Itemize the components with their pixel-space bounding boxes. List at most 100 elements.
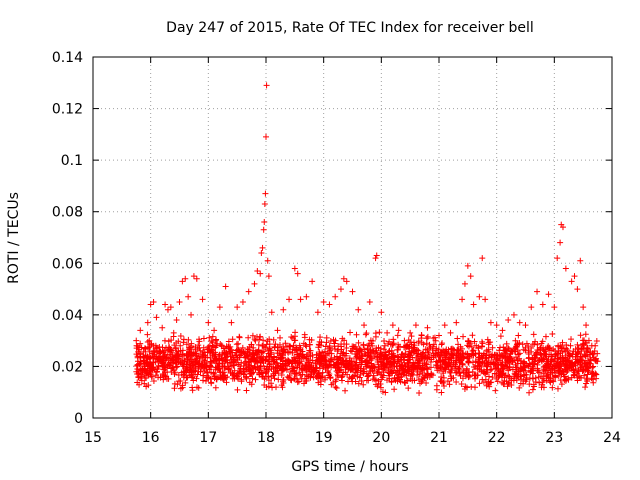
roti-point xyxy=(180,339,187,346)
roti-peak-point xyxy=(522,322,529,329)
roti-point xyxy=(408,333,415,340)
roti-peak-point xyxy=(516,319,523,326)
roti-point xyxy=(187,344,194,351)
roti-point xyxy=(469,332,476,339)
roti-point xyxy=(169,365,176,372)
roti-point xyxy=(241,360,248,367)
roti-point xyxy=(391,386,398,393)
roti-point xyxy=(575,373,582,380)
roti-point xyxy=(457,357,464,364)
roti-point xyxy=(353,353,360,360)
roti-point xyxy=(365,377,372,384)
roti-peak-point xyxy=(539,301,546,308)
roti-point xyxy=(326,371,333,378)
roti-point xyxy=(377,358,384,365)
roti-point xyxy=(196,338,203,345)
roti-point xyxy=(589,376,596,383)
roti-point xyxy=(508,381,515,388)
roti-point xyxy=(338,346,345,353)
roti-point xyxy=(252,366,259,373)
roti-point xyxy=(530,383,537,390)
roti-peak-point xyxy=(528,304,535,311)
roti-peak-point xyxy=(395,327,402,334)
roti-point xyxy=(303,353,310,360)
roti-point xyxy=(185,366,192,373)
roti-peak-point xyxy=(580,304,587,311)
roti-point xyxy=(407,376,414,383)
roti-point xyxy=(419,353,426,360)
roti-point xyxy=(265,377,272,384)
roti-peak-point xyxy=(577,257,584,264)
roti-point xyxy=(359,368,366,375)
roti-point xyxy=(189,362,196,369)
roti-point xyxy=(447,346,454,353)
roti-point xyxy=(205,346,212,353)
roti-point xyxy=(468,343,475,350)
roti-point xyxy=(293,345,300,352)
roti-peak-point xyxy=(176,298,183,305)
roti-point xyxy=(209,339,216,346)
roti-point xyxy=(165,375,172,382)
roti-point xyxy=(563,341,570,348)
roti-peak-point xyxy=(268,309,275,316)
chart-title: Day 247 of 2015, Rate Of TEC Index for r… xyxy=(166,20,534,36)
roti-point xyxy=(299,348,306,355)
roti-point xyxy=(440,370,447,377)
roti-peak-point xyxy=(499,327,506,334)
roti-point xyxy=(263,366,270,373)
roti-point xyxy=(580,340,587,347)
roti-point xyxy=(557,377,564,384)
roti-point xyxy=(567,353,574,360)
roti-point xyxy=(437,363,444,370)
roti-point xyxy=(443,361,450,368)
roti-point xyxy=(144,331,151,338)
roti-point xyxy=(498,361,505,368)
roti-point xyxy=(340,358,347,365)
roti-point xyxy=(584,378,591,385)
roti-point xyxy=(484,361,491,368)
roti-point xyxy=(190,377,197,384)
y-tick-label: 0.02 xyxy=(52,359,83,375)
x-tick-label: 23 xyxy=(545,430,563,446)
roti-point xyxy=(487,367,494,374)
roti-point xyxy=(574,341,581,348)
roti-peak-point xyxy=(467,273,474,280)
roti-point xyxy=(334,364,341,371)
roti-point xyxy=(265,350,272,357)
roti-point xyxy=(355,380,362,387)
roti-point xyxy=(227,360,234,367)
roti-point xyxy=(263,353,270,360)
roti-point xyxy=(510,375,517,382)
roti-point xyxy=(161,337,168,344)
roti-point xyxy=(584,364,591,371)
roti-peak-point xyxy=(245,288,252,295)
roti-point xyxy=(410,359,417,366)
roti-peak-point xyxy=(134,358,141,365)
roti-point xyxy=(404,359,411,366)
roti-peak-point xyxy=(482,296,489,303)
roti-point xyxy=(236,363,243,370)
roti-point xyxy=(546,345,553,352)
roti-point xyxy=(252,376,259,383)
roti-point xyxy=(155,358,162,365)
roti-point xyxy=(250,344,257,351)
roti-point xyxy=(443,350,450,357)
roti-point xyxy=(441,383,448,390)
roti-point xyxy=(526,389,533,396)
roti-point xyxy=(503,340,510,347)
roti-point xyxy=(164,369,171,376)
roti-point xyxy=(146,337,153,344)
roti-peak-point xyxy=(222,283,229,290)
roti-point xyxy=(534,347,541,354)
roti-point xyxy=(489,344,496,351)
grid-lines xyxy=(93,57,612,418)
roti-point xyxy=(487,361,494,368)
roti-point xyxy=(407,339,414,346)
roti-point xyxy=(259,373,266,380)
roti-point xyxy=(380,346,387,353)
roti-point xyxy=(427,364,434,371)
roti-point xyxy=(501,347,508,354)
roti-point xyxy=(452,363,459,370)
roti-point xyxy=(310,367,317,374)
roti-point xyxy=(378,353,385,360)
